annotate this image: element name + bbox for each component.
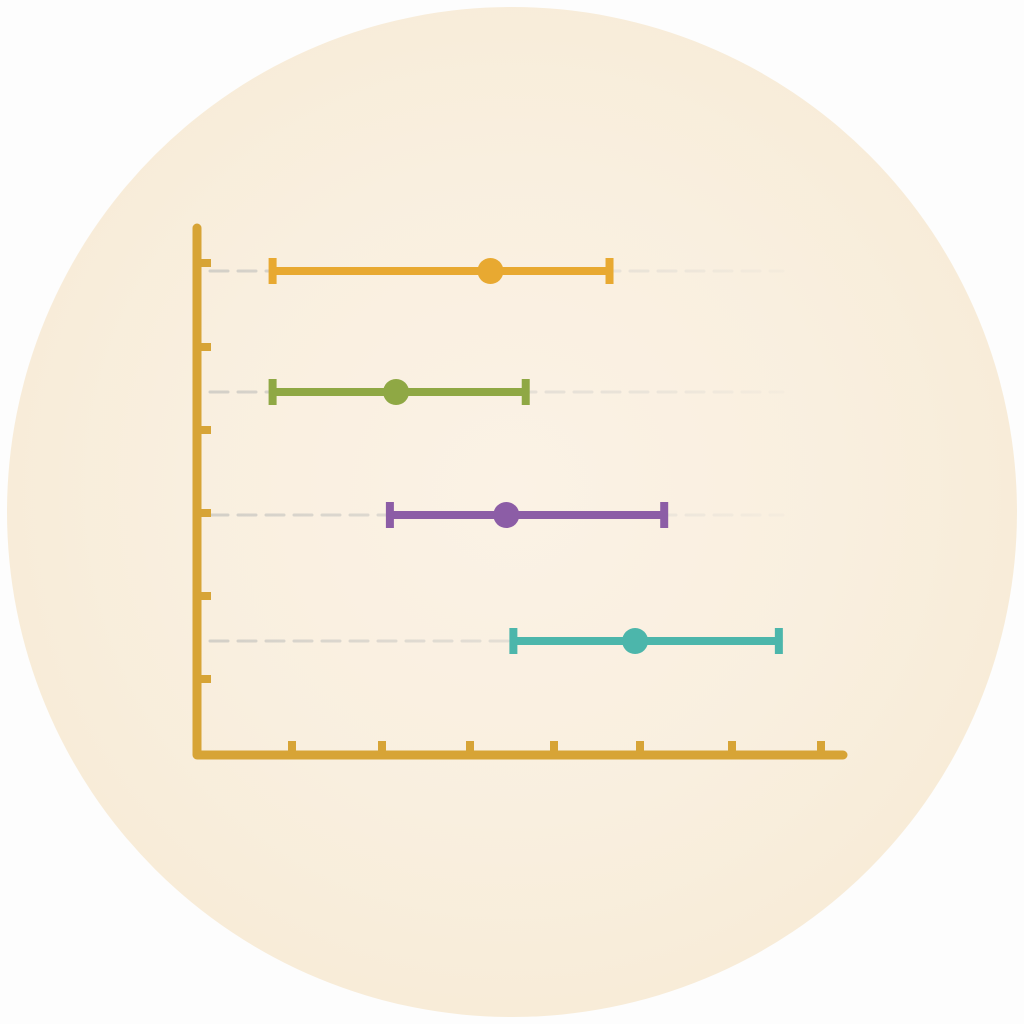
error-bar-series-4 (509, 628, 783, 654)
center-dot (383, 379, 410, 405)
center-dot (493, 502, 520, 528)
axis-frame (192, 223, 848, 760)
center-dot (622, 628, 649, 654)
error-bar-series-3 (385, 502, 669, 528)
error-bar-series-1 (268, 258, 614, 284)
error-bar-series-2 (268, 379, 530, 405)
center-dot (477, 258, 504, 284)
